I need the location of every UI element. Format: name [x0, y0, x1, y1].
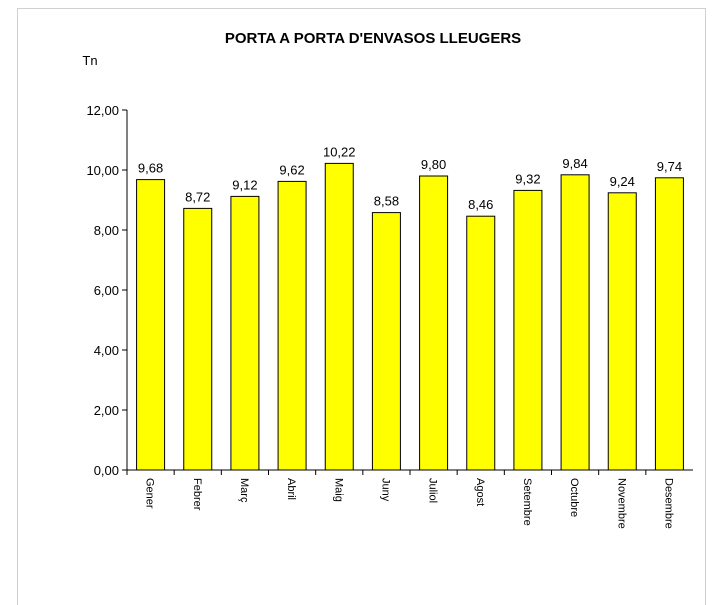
x-tick-label: Juny	[379, 478, 391, 502]
y-tick-label: 4,00	[94, 343, 119, 358]
value-label: 10,22	[323, 144, 356, 159]
value-label: 8,46	[468, 197, 493, 212]
y-tick-label: 6,00	[94, 283, 119, 298]
bar	[654, 177, 684, 471]
value-label: 8,72	[185, 189, 210, 204]
bar	[183, 207, 213, 471]
y-tick-label: 8,00	[94, 223, 119, 238]
value-label: 9,12	[232, 177, 257, 192]
chart-border	[17, 8, 706, 605]
value-label: 9,62	[279, 162, 304, 177]
bar	[607, 192, 637, 471]
x-tick-label: Abril	[285, 478, 297, 500]
y-tick-label: 0,00	[94, 463, 119, 478]
value-label: 9,84	[562, 156, 587, 171]
x-tick-label: Novembre	[615, 478, 627, 529]
value-label: 9,32	[515, 171, 540, 186]
y-tick-label: 12,00	[86, 103, 119, 118]
y-axis-label: Tn	[82, 53, 97, 68]
x-tick-label: Febrer	[191, 478, 203, 511]
value-label: 9,80	[421, 157, 446, 172]
bar	[230, 195, 260, 471]
bar	[277, 180, 307, 471]
x-tick-label: Març	[238, 478, 250, 503]
value-label: 9,74	[657, 159, 682, 174]
x-tick-label: Desembre	[662, 478, 674, 529]
bar	[560, 174, 590, 471]
value-label: 9,24	[610, 174, 635, 189]
bar	[466, 215, 496, 471]
bar	[513, 189, 543, 471]
y-tick-label: 10,00	[86, 163, 119, 178]
bar	[371, 212, 401, 471]
y-tick-label: 2,00	[94, 403, 119, 418]
x-tick-label: Juliol	[427, 478, 439, 503]
x-tick-label: Agost	[474, 478, 486, 506]
x-tick-label: Maig	[332, 478, 344, 502]
bar	[136, 179, 166, 471]
value-label: 8,58	[374, 194, 399, 209]
value-label: 9,68	[138, 161, 163, 176]
chart-title: PORTA A PORTA D'ENVASOS LLEUGERS	[225, 30, 521, 47]
bar	[324, 162, 354, 471]
x-tick-label: Setembre	[521, 478, 533, 526]
x-tick-label: Octubre	[568, 478, 580, 517]
bar	[419, 175, 449, 471]
x-tick-label: Gener	[144, 478, 156, 509]
